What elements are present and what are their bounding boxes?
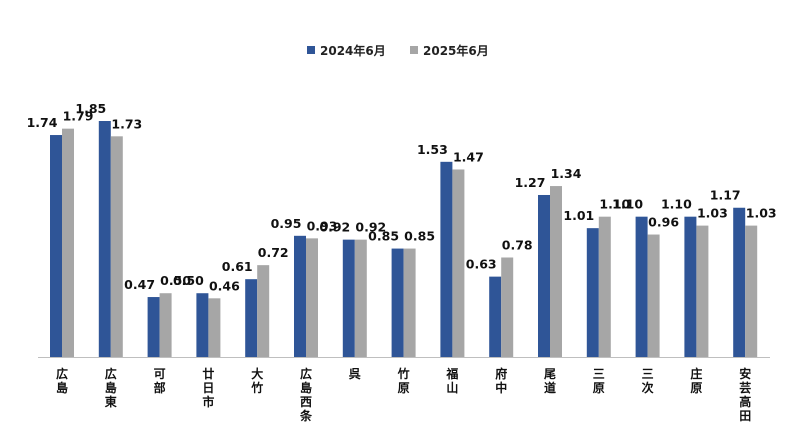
bar-0-12	[635, 216, 648, 357]
bar-0-3	[196, 293, 209, 357]
category-label-1: 広島東	[105, 366, 117, 409]
bar-0-0	[50, 135, 62, 357]
value-label-0-11: 1.01	[563, 208, 594, 223]
category-label-11: 三原	[593, 367, 605, 395]
category-label-6: 呉	[349, 366, 361, 381]
bar-1-14	[745, 225, 758, 357]
bar-0-8	[440, 161, 453, 357]
legend-swatch-0	[307, 46, 315, 54]
bar-1-10	[550, 186, 562, 357]
value-label-1-4: 0.72	[258, 245, 289, 260]
value-label-1-9: 0.78	[502, 237, 533, 252]
bar-1-2	[159, 293, 172, 357]
category-label-0: 広島	[56, 366, 68, 395]
bar-0-9	[489, 276, 502, 357]
value-label-0-1: 1.85	[75, 101, 106, 116]
category-label-13: 庄原	[690, 366, 702, 395]
value-label-1-7: 0.85	[404, 229, 435, 244]
bar-1-6	[354, 239, 367, 357]
value-label-0-3: 0.50	[173, 273, 204, 288]
value-label-0-9: 0.63	[466, 257, 497, 272]
value-label-1-2: 0.50	[160, 273, 191, 288]
bar-1-7	[403, 248, 416, 357]
category-label-10: 尾道	[544, 367, 556, 395]
value-label-0-7: 0.85	[368, 229, 399, 244]
value-label-1-10: 1.34	[551, 166, 582, 181]
bar-1-13	[696, 225, 709, 357]
value-label-0-4: 0.61	[222, 259, 253, 274]
bar-0-1	[98, 121, 111, 357]
value-label-1-5: 0.93	[307, 218, 338, 233]
value-label-1-1: 1.73	[111, 116, 142, 131]
category-label-14: 安芸高田	[739, 366, 751, 423]
value-label-1-3: 0.46	[209, 278, 240, 293]
value-label-0-12: 1.10	[612, 197, 643, 212]
bar-1-3	[208, 298, 221, 357]
category-label-4: 大竹	[250, 366, 263, 395]
value-label-0-14: 1.17	[710, 188, 741, 203]
bar-0-10	[538, 194, 550, 357]
value-label-0-13: 1.10	[661, 197, 692, 212]
value-labels: 1.74 1.791.85 1.73 0.47 0.500.50 0.46 0.61 0.72…	[27, 101, 777, 293]
bar-0-11	[586, 228, 599, 357]
category-label-9: 府中	[495, 366, 507, 395]
value-label-0-8: 1.53	[417, 142, 448, 157]
bar-1-5	[306, 238, 318, 357]
value-label-0-5: 0.95	[271, 216, 302, 231]
category-labels: 広島 広島東 可部 廿日市 大竹 広島西条 呉 竹原 福山 府中 尾道 三原 三次 庄原 安芸高田	[56, 366, 751, 423]
bar-0-5	[294, 235, 306, 357]
value-label-0-6: 0.92	[319, 220, 350, 235]
bar-1-0	[62, 128, 74, 357]
legend: 2024年6月 2025年6月	[307, 43, 489, 58]
category-label-7: 竹原	[397, 366, 410, 395]
value-label-0-0: 1.74	[27, 115, 58, 130]
category-label-2: 可部	[154, 367, 166, 395]
bar-0-4	[245, 279, 258, 357]
category-label-12: 三次	[642, 367, 654, 395]
bar-0-7	[391, 248, 404, 357]
bar-0-2	[147, 297, 160, 357]
value-label-1-11: 1.10	[599, 197, 630, 212]
legend-label-0: 2024年6月	[320, 43, 386, 58]
legend-label-1: 2025年6月	[423, 43, 489, 58]
value-label-1-13: 1.03	[697, 206, 728, 221]
value-label-1-8: 1.47	[453, 149, 484, 164]
bar-0-14	[733, 207, 746, 357]
bar-1-11	[598, 216, 611, 357]
bar-1-4	[257, 265, 270, 357]
category-label-8: 福山	[445, 366, 458, 395]
value-label-0-10: 1.27	[515, 175, 546, 190]
bar-0-13	[684, 216, 697, 357]
bar-1-8	[452, 169, 465, 357]
bar-1-1	[110, 136, 123, 357]
value-label-1-14: 1.03	[746, 206, 777, 221]
bar-0-6	[342, 239, 355, 357]
value-label-0-2: 0.47	[124, 277, 155, 292]
bar-1-9	[501, 257, 514, 357]
category-label-3: 廿日市	[202, 366, 214, 409]
value-label-1-6: 0.92	[355, 220, 386, 235]
legend-swatch-1	[410, 46, 418, 54]
value-label-1-0: 1.79	[63, 109, 94, 124]
bars	[50, 121, 758, 357]
value-label-1-12: 0.96	[648, 215, 679, 230]
bar-1-12	[647, 234, 660, 357]
category-label-5: 広島西条	[299, 366, 313, 423]
